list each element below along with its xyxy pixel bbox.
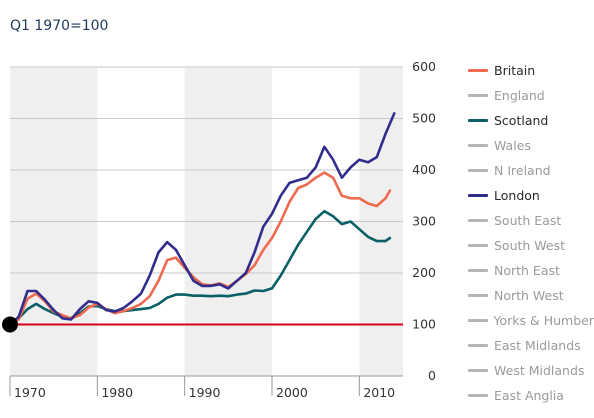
start-marker: [2, 316, 18, 333]
legend-label: East Anglia: [494, 388, 564, 403]
series-line-london: [8, 112, 396, 326]
legend: Britain England Scotland Wales N Ireland Lond…: [468, 58, 594, 408]
legend-label: Yorks & Humber: [493, 313, 594, 328]
y-tick-label: 200: [412, 265, 436, 280]
x-tick-label: 1990: [189, 385, 221, 400]
legend-item-london[interactable]: London: [468, 183, 594, 208]
legend-label: Scotland: [494, 113, 549, 128]
legend-item-n-ireland[interactable]: N Ireland: [468, 158, 594, 183]
legend-label: East Midlands: [494, 338, 581, 353]
legend-item-wales[interactable]: Wales: [468, 133, 594, 158]
legend-item-south-west[interactable]: South West: [468, 233, 594, 258]
legend-item-north-east[interactable]: North East: [468, 258, 594, 283]
legend-label: N Ireland: [494, 163, 551, 178]
legend-swatch: [468, 94, 488, 97]
legend-item-yorks-humber[interactable]: Yorks & Humber: [468, 308, 594, 333]
legend-item-england[interactable]: England: [468, 83, 594, 108]
legend-swatch: [468, 119, 488, 122]
legend-label: South West: [494, 238, 566, 253]
legend-label: England: [494, 88, 545, 103]
legend-label: Wales: [494, 138, 531, 153]
legend-swatch: [468, 319, 488, 322]
legend-item-west-midlands[interactable]: West Midlands: [468, 358, 594, 383]
legend-label: South East: [494, 213, 562, 228]
legend-swatch: [468, 194, 488, 197]
legend-item-scotland[interactable]: Scotland: [468, 108, 594, 133]
legend-swatch: [468, 269, 488, 272]
legend-swatch: [468, 369, 488, 372]
y-tick-label: 100: [412, 317, 436, 332]
chart-subtitle: Q1 1970=100: [10, 18, 109, 34]
legend-swatch: [468, 394, 488, 397]
y-tick-label: 0: [428, 368, 436, 383]
legend-swatch: [468, 169, 488, 172]
legend-swatch: [468, 219, 488, 222]
legend-label: North West: [494, 288, 564, 303]
legend-swatch: [468, 294, 488, 297]
y-tick-label: 500: [412, 111, 436, 126]
legend-swatch: [468, 244, 488, 247]
legend-item-east-anglia[interactable]: East Anglia: [468, 383, 594, 408]
x-tick-label: 1980: [101, 385, 133, 400]
legend-item-east-midlands[interactable]: East Midlands: [468, 333, 594, 358]
legend-label: North East: [494, 263, 560, 278]
y-tick-label: 400: [412, 162, 436, 177]
legend-label: West Midlands: [494, 363, 585, 378]
legend-item-north-west[interactable]: North West: [468, 283, 594, 308]
y-tick-label: 600: [412, 59, 436, 74]
legend-item-britain[interactable]: Britain: [468, 58, 594, 83]
x-tick-label: 2000: [276, 385, 308, 400]
legend-swatch: [468, 69, 488, 72]
y-tick-label: 300: [412, 214, 436, 229]
legend-label: London: [494, 188, 540, 203]
legend-label: Britain: [494, 63, 536, 78]
legend-swatch: [468, 344, 488, 347]
x-tick-label: 2010: [363, 385, 395, 400]
x-tick-label: 1970: [14, 385, 46, 400]
legend-item-south-east[interactable]: South East: [468, 208, 594, 233]
legend-swatch: [468, 144, 488, 147]
